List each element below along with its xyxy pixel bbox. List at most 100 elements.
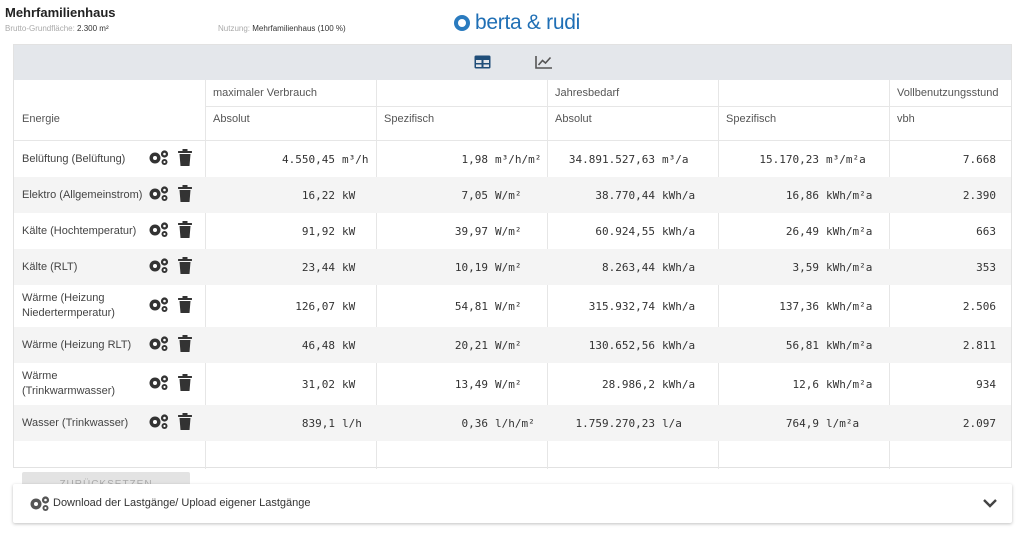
logo-text: berta & rudi (475, 11, 580, 34)
value: 91,92 (301, 224, 335, 238)
trash-icon[interactable] (178, 413, 192, 433)
usage-value: Mehrfamilienhaus (100 %) (252, 24, 346, 33)
header-divider (14, 140, 1011, 141)
value: 38.770,44 (595, 188, 655, 202)
trash-icon[interactable] (178, 221, 192, 241)
row-actions (148, 141, 198, 177)
column-header: Absolut (213, 113, 250, 125)
value-cell: 56,81 kWh/m²a (718, 327, 891, 363)
value-cell: 38.770,44 kWh/a (547, 177, 707, 213)
group-header: Jahresbedarf (555, 87, 620, 99)
value-cell: 2.390 (889, 177, 996, 213)
unit: kWh/m²a (826, 299, 873, 313)
value-cell: 34.891.527,63 m³/a (547, 141, 707, 177)
value: 23,44 (301, 260, 335, 274)
row-actions (148, 285, 198, 327)
value: 8.263,44 (602, 260, 655, 274)
column-header: Absolut (555, 113, 592, 125)
value: 315.932,74 (588, 299, 655, 313)
settings-gears-icon[interactable] (148, 335, 170, 355)
lastgang-accordion[interactable]: Download der Lastgänge/ Upload eigener L… (13, 484, 1012, 523)
value: 46,48 (301, 338, 335, 352)
value-cell: 4.550,45 m³/h (205, 141, 377, 177)
unit: W/m² (495, 338, 522, 352)
table-view-button[interactable] (472, 53, 492, 71)
settings-gears-icon[interactable] (148, 149, 170, 169)
chart-view-button[interactable] (534, 53, 554, 71)
value-cell: 28.986,2 kWh/a (547, 363, 707, 405)
table-icon (474, 55, 490, 69)
chevron-down-icon[interactable] (982, 496, 998, 514)
trash-icon[interactable] (178, 149, 192, 169)
value-cell: 8.263,44 kWh/a (547, 249, 707, 285)
value-cell: 60.924,55 kWh/a (547, 213, 707, 249)
unit: kWh/m²a (826, 377, 873, 391)
unit: W/m² (495, 260, 522, 274)
value: 663 (976, 224, 996, 238)
unit: kWh/m²a (826, 260, 873, 274)
area-value: 2.300 m² (77, 24, 109, 33)
value-cell: 46,48 kW (205, 327, 377, 363)
value: 126,07 (295, 299, 335, 313)
value-cell: 91,92 kW (205, 213, 377, 249)
page-title: Mehrfamilienhaus (5, 5, 116, 20)
table-row: Wärme (Heizung RLT) 46,48 kW 20,21 W/m² 130.6… (14, 327, 1011, 363)
value-cell: 126,07 kW (205, 285, 377, 327)
unit: m³/m²a (826, 152, 866, 166)
value-cell: 353 (889, 249, 996, 285)
row-actions (148, 177, 198, 213)
value: 54,81 (454, 299, 488, 313)
value-cell: 1,98 m³/h/m² (376, 141, 550, 177)
energy-name: Wärme (Heizung RLT) (22, 338, 132, 351)
settings-gears-icon[interactable] (148, 257, 170, 277)
trash-icon[interactable] (178, 257, 192, 277)
trash-icon[interactable] (178, 374, 192, 394)
value: 2.097 (962, 416, 996, 430)
value: 56,81 (785, 338, 819, 352)
unit: m³/h/m² (495, 152, 542, 166)
value-cell: 764,9 l/m²a (718, 405, 891, 441)
trash-icon[interactable] (178, 335, 192, 355)
table-row: Elektro (Allgemeinstrom) 16,22 kW 7,05 W/m² 3… (14, 177, 1011, 213)
column-header: Energie (22, 113, 60, 125)
value-cell: 12,6 kWh/m²a (718, 363, 891, 405)
table-row: Belüftung (Belüftung) 4.550,45 m³/h 1,98 m³/… (14, 141, 1011, 177)
table-row: Wärme (Heizung Niedertermperatur) 126,07 k… (14, 285, 1011, 327)
value-cell: 3,59 kWh/m²a (718, 249, 891, 285)
value-cell: 137,36 kWh/m²a (718, 285, 891, 327)
gears-icon (29, 495, 51, 517)
unit: kWh/m²a (826, 338, 873, 352)
view-toolbar (14, 45, 1011, 80)
value: 353 (976, 260, 996, 274)
unit: kW (342, 338, 356, 352)
value-cell: 0,36 l/h/m² (376, 405, 550, 441)
unit: kWh/a (662, 377, 696, 391)
settings-gears-icon[interactable] (148, 374, 170, 394)
unit: kW (342, 299, 356, 313)
value-cell: 23,44 kW (205, 249, 377, 285)
value: 7.668 (962, 152, 996, 166)
settings-gears-icon[interactable] (148, 185, 170, 205)
logo-mark-icon (454, 15, 470, 31)
settings-gears-icon[interactable] (148, 413, 170, 433)
value: 34.891.527,63 (568, 152, 655, 166)
settings-gears-icon[interactable] (148, 296, 170, 316)
value: 1,98 (461, 152, 489, 166)
energy-name: Wärme (Trinkwarmwasser) (22, 370, 116, 397)
value-cell: 663 (889, 213, 996, 249)
unit: kWh/m²a (826, 224, 873, 238)
trash-icon[interactable] (178, 185, 192, 205)
table-row: Wärme (Trinkwarmwasser) 31,02 kW 13,49 W/m² 2… (14, 363, 1011, 405)
value: 26,49 (785, 224, 819, 238)
usage-label: Nutzung: (218, 24, 251, 33)
value: 2.811 (962, 338, 996, 352)
trash-icon[interactable] (178, 296, 192, 316)
unit: kW (342, 188, 356, 202)
column-header: Spezifisch (384, 113, 435, 125)
unit: kWh/m²a (826, 188, 873, 202)
row-actions (148, 327, 198, 363)
unit: kW (342, 377, 356, 391)
unit: m³/a (662, 152, 689, 166)
settings-gears-icon[interactable] (148, 221, 170, 241)
energy-panel: maximaler Verbrauch Jahresbedarf Vollbenut… (13, 44, 1012, 497)
